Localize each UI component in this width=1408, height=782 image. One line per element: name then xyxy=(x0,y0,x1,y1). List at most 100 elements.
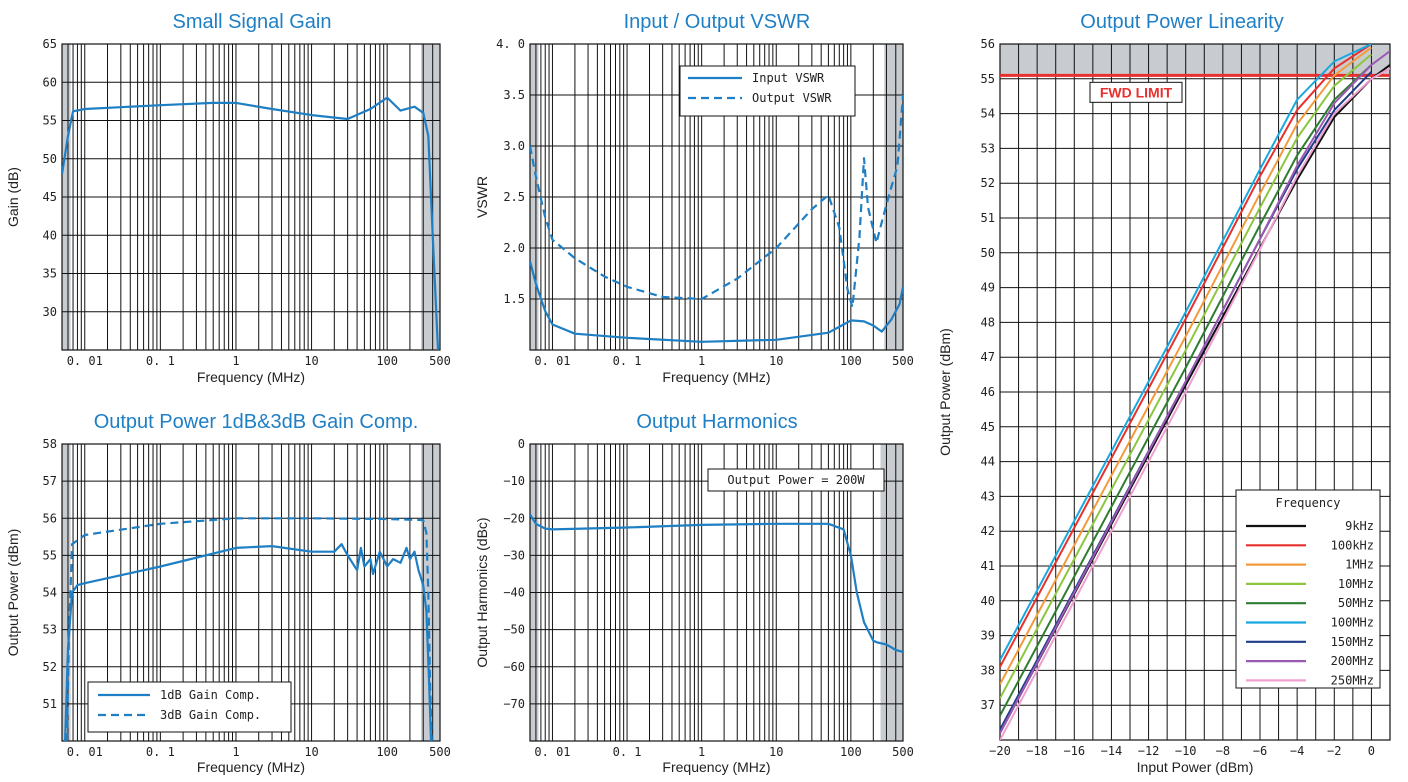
fwd-limit-label: FWD LIMIT xyxy=(1100,84,1173,100)
chart-title: Input / Output VSWR xyxy=(624,11,811,33)
y-tick-label: 0 xyxy=(518,437,525,451)
series-group xyxy=(530,94,903,343)
y-tick-label: 55 xyxy=(43,548,57,562)
x-tick-label: 100 xyxy=(840,745,862,759)
x-axis-label: Frequency (MHz) xyxy=(662,369,770,385)
y-tick-label: 2.0 xyxy=(503,241,525,255)
y-tick-label: 53 xyxy=(43,623,57,637)
legend-entry: 200MHz xyxy=(1331,654,1374,668)
series-group xyxy=(1000,44,1390,740)
y-tick-label: 38 xyxy=(981,663,995,677)
x-tick-label: −4 xyxy=(1290,744,1304,758)
series-line-10mhz xyxy=(1000,53,1373,699)
y-tick-label: 40 xyxy=(43,228,57,242)
grid xyxy=(529,443,904,741)
series-line-1db-gain-comp- xyxy=(64,543,433,741)
y-axis-label: Output Power (dBm) xyxy=(5,529,21,657)
x-tick-label: 1 xyxy=(698,354,705,368)
y-tick-label: 55 xyxy=(43,114,57,128)
legend-box xyxy=(679,65,856,117)
x-tick-label: 500 xyxy=(892,354,914,368)
y-tick-label: 56 xyxy=(43,511,57,525)
y-tick-label: 49 xyxy=(981,281,995,295)
x-tick-label: 10 xyxy=(304,745,318,759)
legend-entry: 1dB Gain Comp. xyxy=(160,688,261,702)
y-tick-label: −70 xyxy=(503,697,525,711)
x-tick-label: 500 xyxy=(892,745,914,759)
x-tick-label: 0. 1 xyxy=(613,745,642,759)
gain-chart: Small Signal Gain 0. 01 0. 1 1 10 100 500 30 35 4… xyxy=(5,11,451,385)
y-tick-label: 48 xyxy=(981,315,995,329)
y-tick-label: 60 xyxy=(43,75,57,89)
legend-entry: Input VSWR xyxy=(752,71,825,85)
legend-entry: Output VSWR xyxy=(752,91,832,105)
x-tick-label: 0 xyxy=(1368,744,1375,758)
y-axis-label: VSWR xyxy=(474,176,490,218)
y-tick-label: 50 xyxy=(43,152,57,166)
y-tick-label: 51 xyxy=(43,697,57,711)
y-tick-label: 41 xyxy=(981,559,995,573)
y-tick-label: 58 xyxy=(43,437,57,451)
series-line-1mhz xyxy=(1000,46,1372,685)
grid xyxy=(61,43,441,350)
y-axis-label: Output Harmonics (dBc) xyxy=(474,517,490,667)
x-tick-label: 0. 01 xyxy=(67,745,103,759)
chart-title: Output Harmonics xyxy=(636,411,797,433)
y-tick-label: 35 xyxy=(43,267,57,281)
legend-entry: 100kHz xyxy=(1331,538,1374,552)
series-group xyxy=(530,513,903,653)
y-tick-label: 2.5 xyxy=(503,190,525,204)
y-tick-label: −30 xyxy=(503,548,525,562)
y-tick-label: −40 xyxy=(503,586,525,600)
y-tick-label: 52 xyxy=(981,176,995,190)
x-tick-label: 10 xyxy=(769,354,783,368)
x-axis-label: Frequency (MHz) xyxy=(197,369,305,385)
y-tick-label: 46 xyxy=(981,385,995,399)
x-tick-label: 1 xyxy=(232,745,239,759)
series-line-250mhz xyxy=(1000,67,1390,740)
series-line-3db-gain-comp- xyxy=(65,517,433,741)
x-axis-label: Frequency (MHz) xyxy=(197,759,305,775)
y-tick-label: 51 xyxy=(981,211,995,225)
x-tick-label: −6 xyxy=(1253,744,1267,758)
y-tick-label: 40 xyxy=(981,594,995,608)
gaincomp-chart: Output Power 1dB&3dB Gain Comp. 0. 01 0. 1… xyxy=(5,411,451,775)
x-axis-label: Input Power (dBm) xyxy=(1137,759,1254,775)
y-axis-label: Gain (dB) xyxy=(5,167,21,227)
fwd-limit-box xyxy=(1089,81,1183,103)
plot-frame xyxy=(61,443,441,742)
x-axis-label: Frequency (MHz) xyxy=(662,759,770,775)
y-tick-label: 55 xyxy=(981,72,995,86)
x-tick-label: 500 xyxy=(429,745,451,759)
x-tick-label: 100 xyxy=(376,354,398,368)
series-line-1 xyxy=(530,513,903,653)
y-tick-label: −10 xyxy=(503,474,525,488)
y-tick-label: 45 xyxy=(43,190,57,204)
y-tick-label: −60 xyxy=(503,660,525,674)
annotation-box xyxy=(707,468,885,492)
legend-entry: 1MHz xyxy=(1345,558,1374,572)
series-line-50mhz xyxy=(1000,64,1373,717)
chart-title: Output Power 1dB&3dB Gain Comp. xyxy=(94,411,419,433)
y-axis-label: Output Power (dBm) xyxy=(937,328,953,456)
series-group xyxy=(64,517,433,741)
x-tick-label: −18 xyxy=(1026,744,1048,758)
legend-box xyxy=(87,681,292,733)
series-line-output-vswr xyxy=(530,94,903,309)
harmonics-chart: Output Harmonics 0. 01 0. 1 1 10 100 500 −70 −60… xyxy=(474,411,914,775)
series-group xyxy=(62,96,440,350)
x-tick-label: −10 xyxy=(1175,744,1197,758)
x-tick-label: −12 xyxy=(1138,744,1160,758)
x-tick-label: 100 xyxy=(840,354,862,368)
x-tick-label: −20 xyxy=(989,744,1011,758)
legend-entry: 150MHz xyxy=(1331,635,1374,649)
y-tick-label: 65 xyxy=(43,37,57,51)
y-tick-label: −50 xyxy=(503,623,525,637)
plot-frame xyxy=(999,43,1391,741)
y-tick-label: 4. 0 xyxy=(496,37,525,51)
vswr-chart: Input / Output VSWR 0. 01 0. 1 1 10 100 500 1.5… xyxy=(474,11,914,385)
y-tick-label: 39 xyxy=(981,629,995,643)
y-tick-label: 50 xyxy=(981,246,995,260)
chart-title: Small Signal Gain xyxy=(173,11,332,33)
